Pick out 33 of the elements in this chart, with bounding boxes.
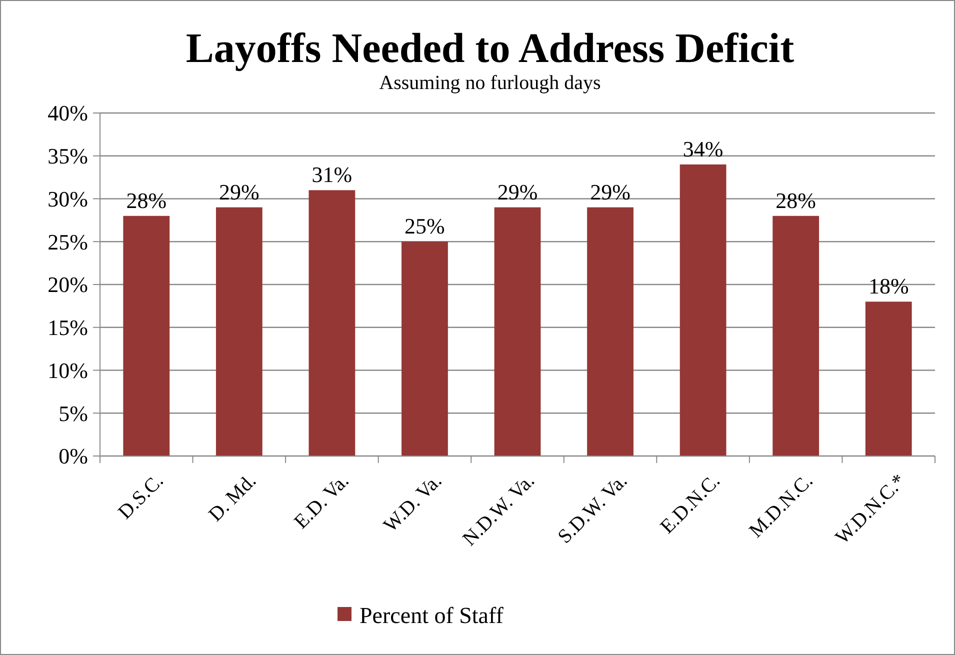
bar <box>587 207 634 456</box>
data-label: 31% <box>312 162 352 188</box>
bar <box>216 207 262 456</box>
chart-title: Layoffs Needed to Address Deficit <box>186 26 794 72</box>
data-label: 29% <box>590 179 630 204</box>
data-label: 34% <box>682 136 724 162</box>
y-tick-label: 15% <box>48 315 88 340</box>
data-label: 18% <box>868 274 909 299</box>
y-tick-label: 10% <box>48 358 88 383</box>
data-label: 29% <box>497 179 538 204</box>
y-tick-label: 0% <box>58 444 88 469</box>
bar <box>494 207 541 456</box>
y-tick-label: 30% <box>48 186 88 212</box>
bar <box>123 216 170 456</box>
bar <box>865 302 912 456</box>
y-tick-label: 5% <box>58 400 88 426</box>
bar <box>772 216 820 456</box>
bar <box>402 242 448 456</box>
bar <box>680 164 726 456</box>
data-label: 25% <box>404 214 445 239</box>
y-tick-label: 35% <box>48 144 88 169</box>
legend-label: Percent of Staff <box>360 603 504 628</box>
chart-subtitle: Assuming no furlough days <box>379 72 602 94</box>
y-tick-label: 40% <box>48 100 88 126</box>
bar <box>308 190 356 456</box>
y-tick-label: 20% <box>48 272 88 298</box>
y-tick-label: 25% <box>48 229 88 254</box>
data-label: 28% <box>776 188 816 213</box>
data-label: 28% <box>126 188 167 213</box>
x-tick-label: W.D. Va. <box>380 470 446 537</box>
x-tick-label: E.D. Va. <box>290 470 354 534</box>
x-tick-label: D. Md. <box>204 470 261 526</box>
data-label: 29% <box>219 179 260 204</box>
